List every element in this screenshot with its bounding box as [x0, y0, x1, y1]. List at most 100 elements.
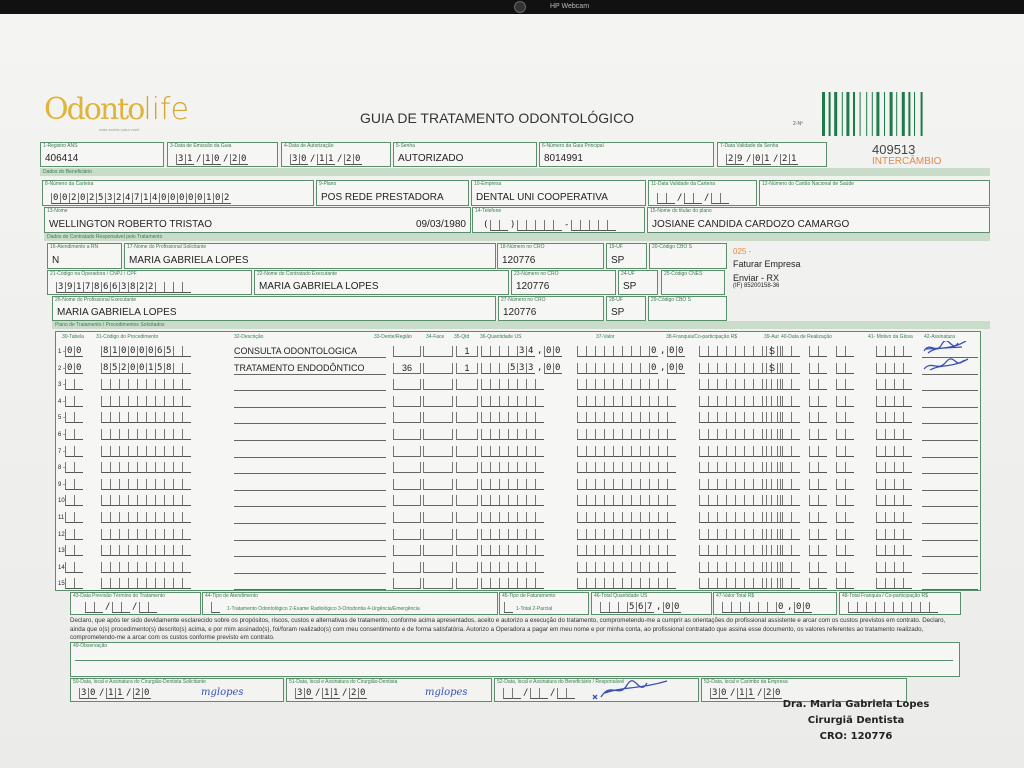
digit-boxes[interactable] [577, 379, 676, 391]
digit-boxes[interactable]: 30/11/20 [295, 688, 367, 699]
tooth-region-field[interactable] [393, 478, 421, 490]
gloss-reason-field[interactable] [876, 512, 912, 523]
face-field[interactable] [423, 528, 453, 540]
face-field[interactable] [423, 379, 453, 391]
description-field[interactable] [234, 479, 386, 491]
quantity-field[interactable] [456, 379, 478, 391]
digit-boxes[interactable] [65, 561, 83, 573]
tooth-region-field[interactable] [393, 561, 421, 573]
field-titular[interactable]: 15-Nome do titular do plano JOSIANE CANDI… [647, 207, 990, 233]
tooth-region-field[interactable] [393, 429, 421, 440]
digit-boxes[interactable]: / / [503, 688, 575, 699]
field-numero-carteira[interactable]: 8-Número da Carteira 00202532471400000102 [42, 180, 314, 206]
gloss-reason-field[interactable] [876, 495, 912, 507]
gloss-reason-field[interactable] [876, 412, 912, 424]
authorization-field[interactable] [766, 429, 778, 440]
face-field[interactable] [423, 462, 453, 474]
field-cro-27[interactable]: 27-Número no CRO 120776 [498, 296, 604, 321]
digit-boxes[interactable] [65, 462, 83, 474]
digit-boxes[interactable] [481, 495, 544, 507]
quantity-field[interactable] [456, 578, 478, 590]
digit-boxes[interactable] [481, 478, 544, 490]
execution-date-field[interactable] [782, 528, 854, 540]
digit-boxes[interactable] [577, 478, 676, 490]
face-field[interactable] [423, 362, 453, 374]
field-atendimento-rn[interactable]: 16-Atendimento a RN N [47, 243, 122, 269]
authorization-field[interactable] [766, 528, 778, 540]
authorization-field[interactable]: S [766, 346, 778, 357]
quantity-field[interactable] [456, 429, 478, 440]
digit-boxes[interactable]: 31/10/20 [176, 154, 248, 165]
description-field[interactable] [234, 396, 386, 408]
digit-boxes[interactable] [577, 512, 676, 523]
field-empresa[interactable]: 10-Empresa DENTAL UNI COOPERATIVA [471, 180, 646, 206]
gloss-reason-field[interactable] [876, 346, 912, 357]
authorization-field[interactable]: S [766, 362, 778, 374]
signature-field[interactable] [922, 462, 978, 475]
field-cro-23[interactable]: 23-Número no CRO 120776 [511, 270, 616, 295]
gloss-reason-field[interactable] [876, 429, 912, 440]
digit-boxes[interactable] [481, 578, 544, 590]
description-field[interactable] [234, 578, 386, 591]
quantity-field[interactable] [456, 445, 478, 457]
digit-boxes[interactable] [481, 429, 544, 440]
digit-boxes[interactable]: 30/11/20 [710, 688, 782, 699]
authorization-field[interactable] [766, 478, 778, 490]
field-senha[interactable]: 5-Senha AUTORIZADO [393, 142, 537, 167]
digit-boxes[interactable] [577, 462, 676, 474]
execution-date-field[interactable] [782, 445, 854, 457]
field-tipo-faturamento[interactable]: 45-Tipo de Faturamento 1-Total 2-Parcial [499, 592, 589, 615]
face-field[interactable] [423, 545, 453, 557]
gloss-reason-field[interactable] [876, 395, 912, 407]
digit-boxes[interactable] [65, 528, 83, 540]
digit-boxes[interactable] [101, 429, 191, 440]
signature-field[interactable] [922, 446, 978, 458]
description-field[interactable] [234, 512, 386, 524]
field-validade-carteira[interactable]: 11-Data Validade da Carteira / / [648, 180, 757, 206]
description-field[interactable]: CONSULTA ODONTOLOGICA [234, 346, 386, 358]
digit-boxes[interactable]: 00 [65, 362, 83, 374]
description-field[interactable] [234, 462, 386, 475]
digit-boxes[interactable] [577, 528, 676, 540]
digit-boxes[interactable] [577, 545, 676, 557]
description-field[interactable] [234, 495, 386, 508]
digit-boxes[interactable] [699, 346, 789, 357]
digit-boxes[interactable]: 0,00 [577, 362, 685, 374]
digit-boxes[interactable] [577, 395, 676, 407]
face-field[interactable] [423, 412, 453, 424]
digit-boxes[interactable] [173, 362, 191, 374]
digit-boxes[interactable] [848, 602, 938, 613]
field-guia-principal[interactable]: 6-Número da Guia Principal 8014991 [539, 142, 714, 167]
description-field[interactable] [234, 412, 386, 425]
field-contratado-executante[interactable]: 22-Nome do Contratado Executante MARIA GA… [254, 270, 509, 295]
digit-boxes[interactable] [173, 346, 191, 357]
digit-boxes[interactable] [577, 412, 676, 424]
execution-date-field[interactable] [782, 379, 854, 391]
authorization-field[interactable] [766, 578, 778, 590]
digit-boxes[interactable]: ( ) - [481, 220, 616, 231]
digit-boxes[interactable]: 0,00 [577, 346, 685, 357]
signature-field[interactable] [922, 479, 978, 491]
digit-boxes[interactable] [211, 602, 220, 613]
face-field[interactable] [423, 561, 453, 573]
digit-boxes[interactable] [577, 495, 676, 507]
signature-field[interactable] [922, 495, 978, 508]
digit-boxes[interactable] [699, 528, 789, 540]
quantity-field[interactable] [456, 478, 478, 490]
digit-boxes[interactable] [65, 429, 83, 440]
field-prof-executante[interactable]: 26-Nome do Profissional Executante MARIA … [52, 296, 496, 321]
signature-field[interactable] [922, 578, 978, 591]
description-field[interactable] [234, 562, 386, 574]
field-tipo-atendimento[interactable]: 44-Tipo de Atendimento 1-Tratamento Odont… [202, 592, 498, 615]
authorization-field[interactable] [766, 495, 778, 507]
digit-boxes[interactable] [65, 395, 83, 407]
gloss-reason-field[interactable] [876, 528, 912, 540]
digit-boxes[interactable] [101, 462, 191, 474]
digit-boxes[interactable] [699, 561, 789, 573]
field-observacao[interactable]: 49-Observação [70, 642, 960, 677]
field-codigo-operadora[interactable]: 21-Código na Operadora / CNPJ / CPF 39178… [47, 270, 252, 295]
digit-boxes[interactable] [65, 379, 83, 391]
execution-date-field[interactable] [782, 362, 854, 374]
gloss-reason-field[interactable] [876, 362, 912, 374]
tooth-region-field[interactable] [393, 445, 421, 457]
